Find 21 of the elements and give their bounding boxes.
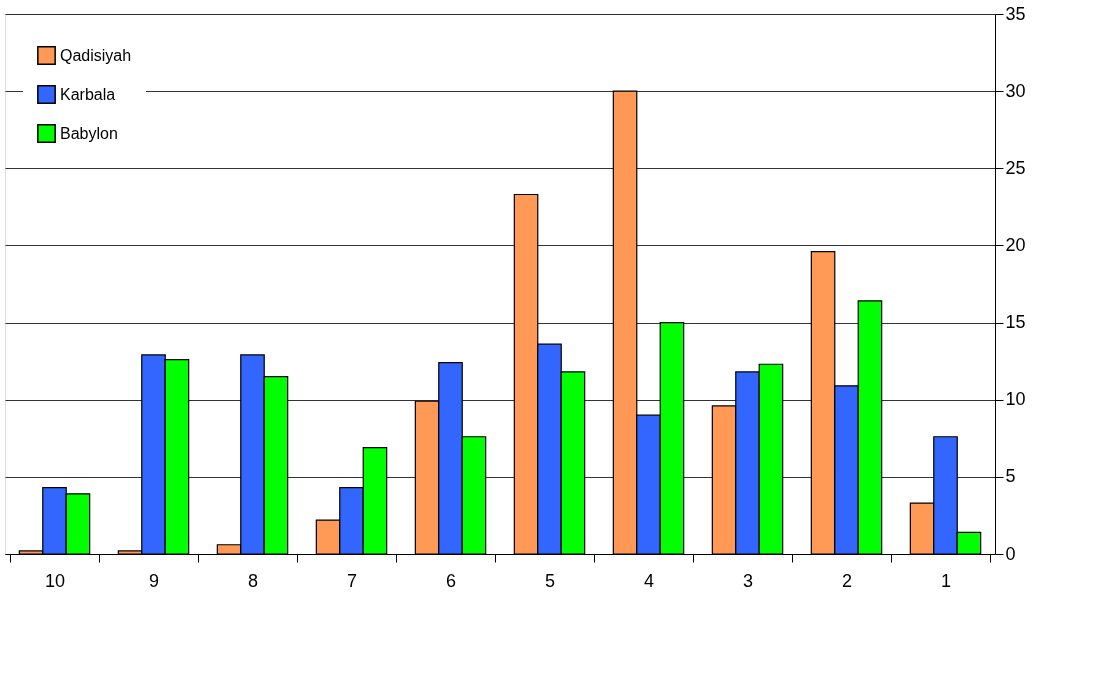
y-tick-label: 25: [1005, 157, 1026, 178]
x-tick-label: 6: [445, 570, 457, 591]
x-tick-label: 7: [346, 570, 358, 591]
legend-label: Babylon: [60, 124, 118, 142]
x-tick-label: 4: [643, 570, 655, 591]
y-tick-label: 30: [1005, 80, 1026, 101]
y-tick-label: 5: [1005, 466, 1016, 487]
y-tick-label: 35: [1005, 3, 1026, 24]
y-tick-label: 15: [1005, 312, 1026, 333]
x-tick-label: 10: [44, 570, 66, 591]
x-tick-label: 1: [940, 570, 952, 591]
legend-label: Qadisiyah: [60, 46, 132, 64]
x-tick-label: 5: [544, 570, 556, 591]
y-tick-label: 10: [1005, 389, 1026, 410]
y-tick-label: 20: [1005, 234, 1026, 255]
x-tick-label: 2: [841, 570, 853, 591]
x-tick-label: 8: [247, 570, 259, 591]
x-tick-label: 9: [148, 570, 160, 591]
y-tick-label: 0: [1005, 543, 1016, 564]
legend-label: Karbala: [60, 85, 116, 103]
x-tick-label: 3: [742, 570, 754, 591]
